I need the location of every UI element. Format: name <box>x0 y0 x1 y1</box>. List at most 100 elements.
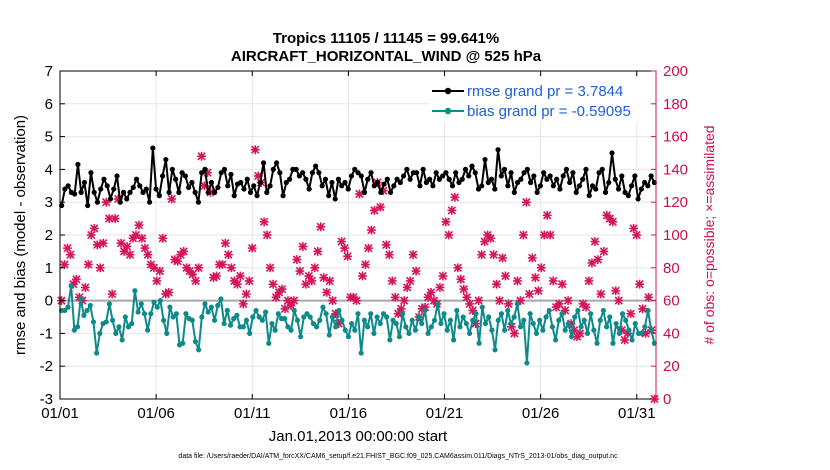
bias-point <box>648 327 654 333</box>
obs-count-marker <box>95 263 105 273</box>
rmse-point <box>472 170 478 176</box>
bias-point <box>275 311 281 317</box>
rmse-point <box>583 166 589 172</box>
obs-count-marker <box>241 289 251 299</box>
obs-count-marker <box>259 217 269 227</box>
rmse-point <box>241 186 247 192</box>
rmse-point <box>117 199 123 205</box>
bias-point <box>489 327 495 333</box>
rmse-point <box>414 170 420 176</box>
obs-count-marker <box>626 309 636 319</box>
bias-point <box>173 311 179 317</box>
obs-count-marker <box>340 243 349 253</box>
rmse-point <box>270 166 276 172</box>
bias-point <box>581 317 587 323</box>
rmse-point <box>453 170 459 176</box>
bias-point <box>62 307 68 314</box>
rmse-point <box>567 179 573 186</box>
bias-point <box>90 319 97 325</box>
obs-count-marker <box>179 247 189 256</box>
rmse-point <box>446 176 452 182</box>
obs-count-marker <box>456 274 466 284</box>
bias-point <box>310 320 316 327</box>
bias-point <box>457 324 463 330</box>
bias-point <box>415 314 422 320</box>
rmse-point <box>267 183 273 189</box>
rmse-point <box>143 186 149 192</box>
bias-point <box>103 319 109 325</box>
obs-count-marker <box>590 237 600 246</box>
bias-point <box>527 311 533 317</box>
bias-point <box>199 314 205 320</box>
legend-bias-label: bias grand pr = -0.59095 <box>467 103 631 120</box>
bias-point <box>380 311 387 317</box>
rmse-point <box>576 183 583 189</box>
bias-point <box>447 317 454 323</box>
y-right-tick-label: 160 <box>663 129 688 146</box>
rmse-point <box>355 170 361 176</box>
bias-point <box>345 334 352 340</box>
bias-point <box>400 311 406 317</box>
bias-point <box>597 317 603 323</box>
rmse-point <box>514 179 521 186</box>
obs-count-marker <box>545 230 555 240</box>
rmse-point <box>550 183 557 189</box>
rmse-point <box>479 183 485 189</box>
obs-count-markers <box>57 145 659 404</box>
rmse-point <box>78 189 84 195</box>
obs-count-marker <box>441 217 451 227</box>
legend-box <box>430 78 650 122</box>
bias-point <box>157 298 163 304</box>
bias-point <box>317 317 323 323</box>
bias-point <box>610 340 616 346</box>
rmse-point <box>163 156 169 163</box>
rmse-point <box>88 170 94 176</box>
legend-rmse-label: rmse grand pr = 3.7844 <box>467 83 623 100</box>
obs-count-marker <box>518 230 528 240</box>
bias-point <box>145 327 151 333</box>
bias-point <box>508 320 514 327</box>
rmse-point <box>228 171 234 177</box>
bias-point <box>470 317 476 323</box>
obs-count-marker <box>447 206 457 215</box>
bias-point <box>482 320 489 327</box>
bias-point <box>215 302 221 309</box>
rmse-point <box>368 170 374 176</box>
bias-point <box>629 337 635 343</box>
obs-count-marker <box>307 276 317 286</box>
bias-point <box>486 314 492 320</box>
bias-point <box>160 317 167 323</box>
obs-count-marker <box>212 271 221 281</box>
bias-point <box>364 324 371 330</box>
rmse-point <box>342 179 348 186</box>
rmse-point <box>632 173 638 179</box>
bias-point <box>492 347 498 353</box>
bias-point <box>262 309 269 315</box>
rmse-point <box>381 181 387 187</box>
rmse-point <box>622 189 628 195</box>
bias-point <box>578 324 584 330</box>
bias-point <box>600 307 607 314</box>
x-tick-label: 01/16 <box>330 405 368 422</box>
obs-count-marker <box>548 276 558 286</box>
bias-point <box>505 307 511 314</box>
obs-count-marker <box>218 260 227 269</box>
bias-point <box>202 301 208 307</box>
bias-point <box>626 327 632 333</box>
rmse-point <box>247 189 254 195</box>
obs-count-marker <box>533 286 543 296</box>
obs-count-marker <box>313 247 323 256</box>
y-tick-label: -2 <box>40 358 53 375</box>
rmse-point <box>137 183 143 189</box>
rmse-point <box>606 179 612 186</box>
obs-count-marker <box>244 276 254 286</box>
obs-count-marker <box>575 329 585 338</box>
bias-point <box>422 307 428 314</box>
obs-count-marker <box>498 253 507 263</box>
obs-count-marker <box>530 273 540 283</box>
bias-point <box>84 307 90 314</box>
x-tick-label: 01/21 <box>426 405 464 422</box>
rmse-point <box>557 186 563 192</box>
rmse-point <box>371 183 377 189</box>
bias-point <box>623 317 629 323</box>
